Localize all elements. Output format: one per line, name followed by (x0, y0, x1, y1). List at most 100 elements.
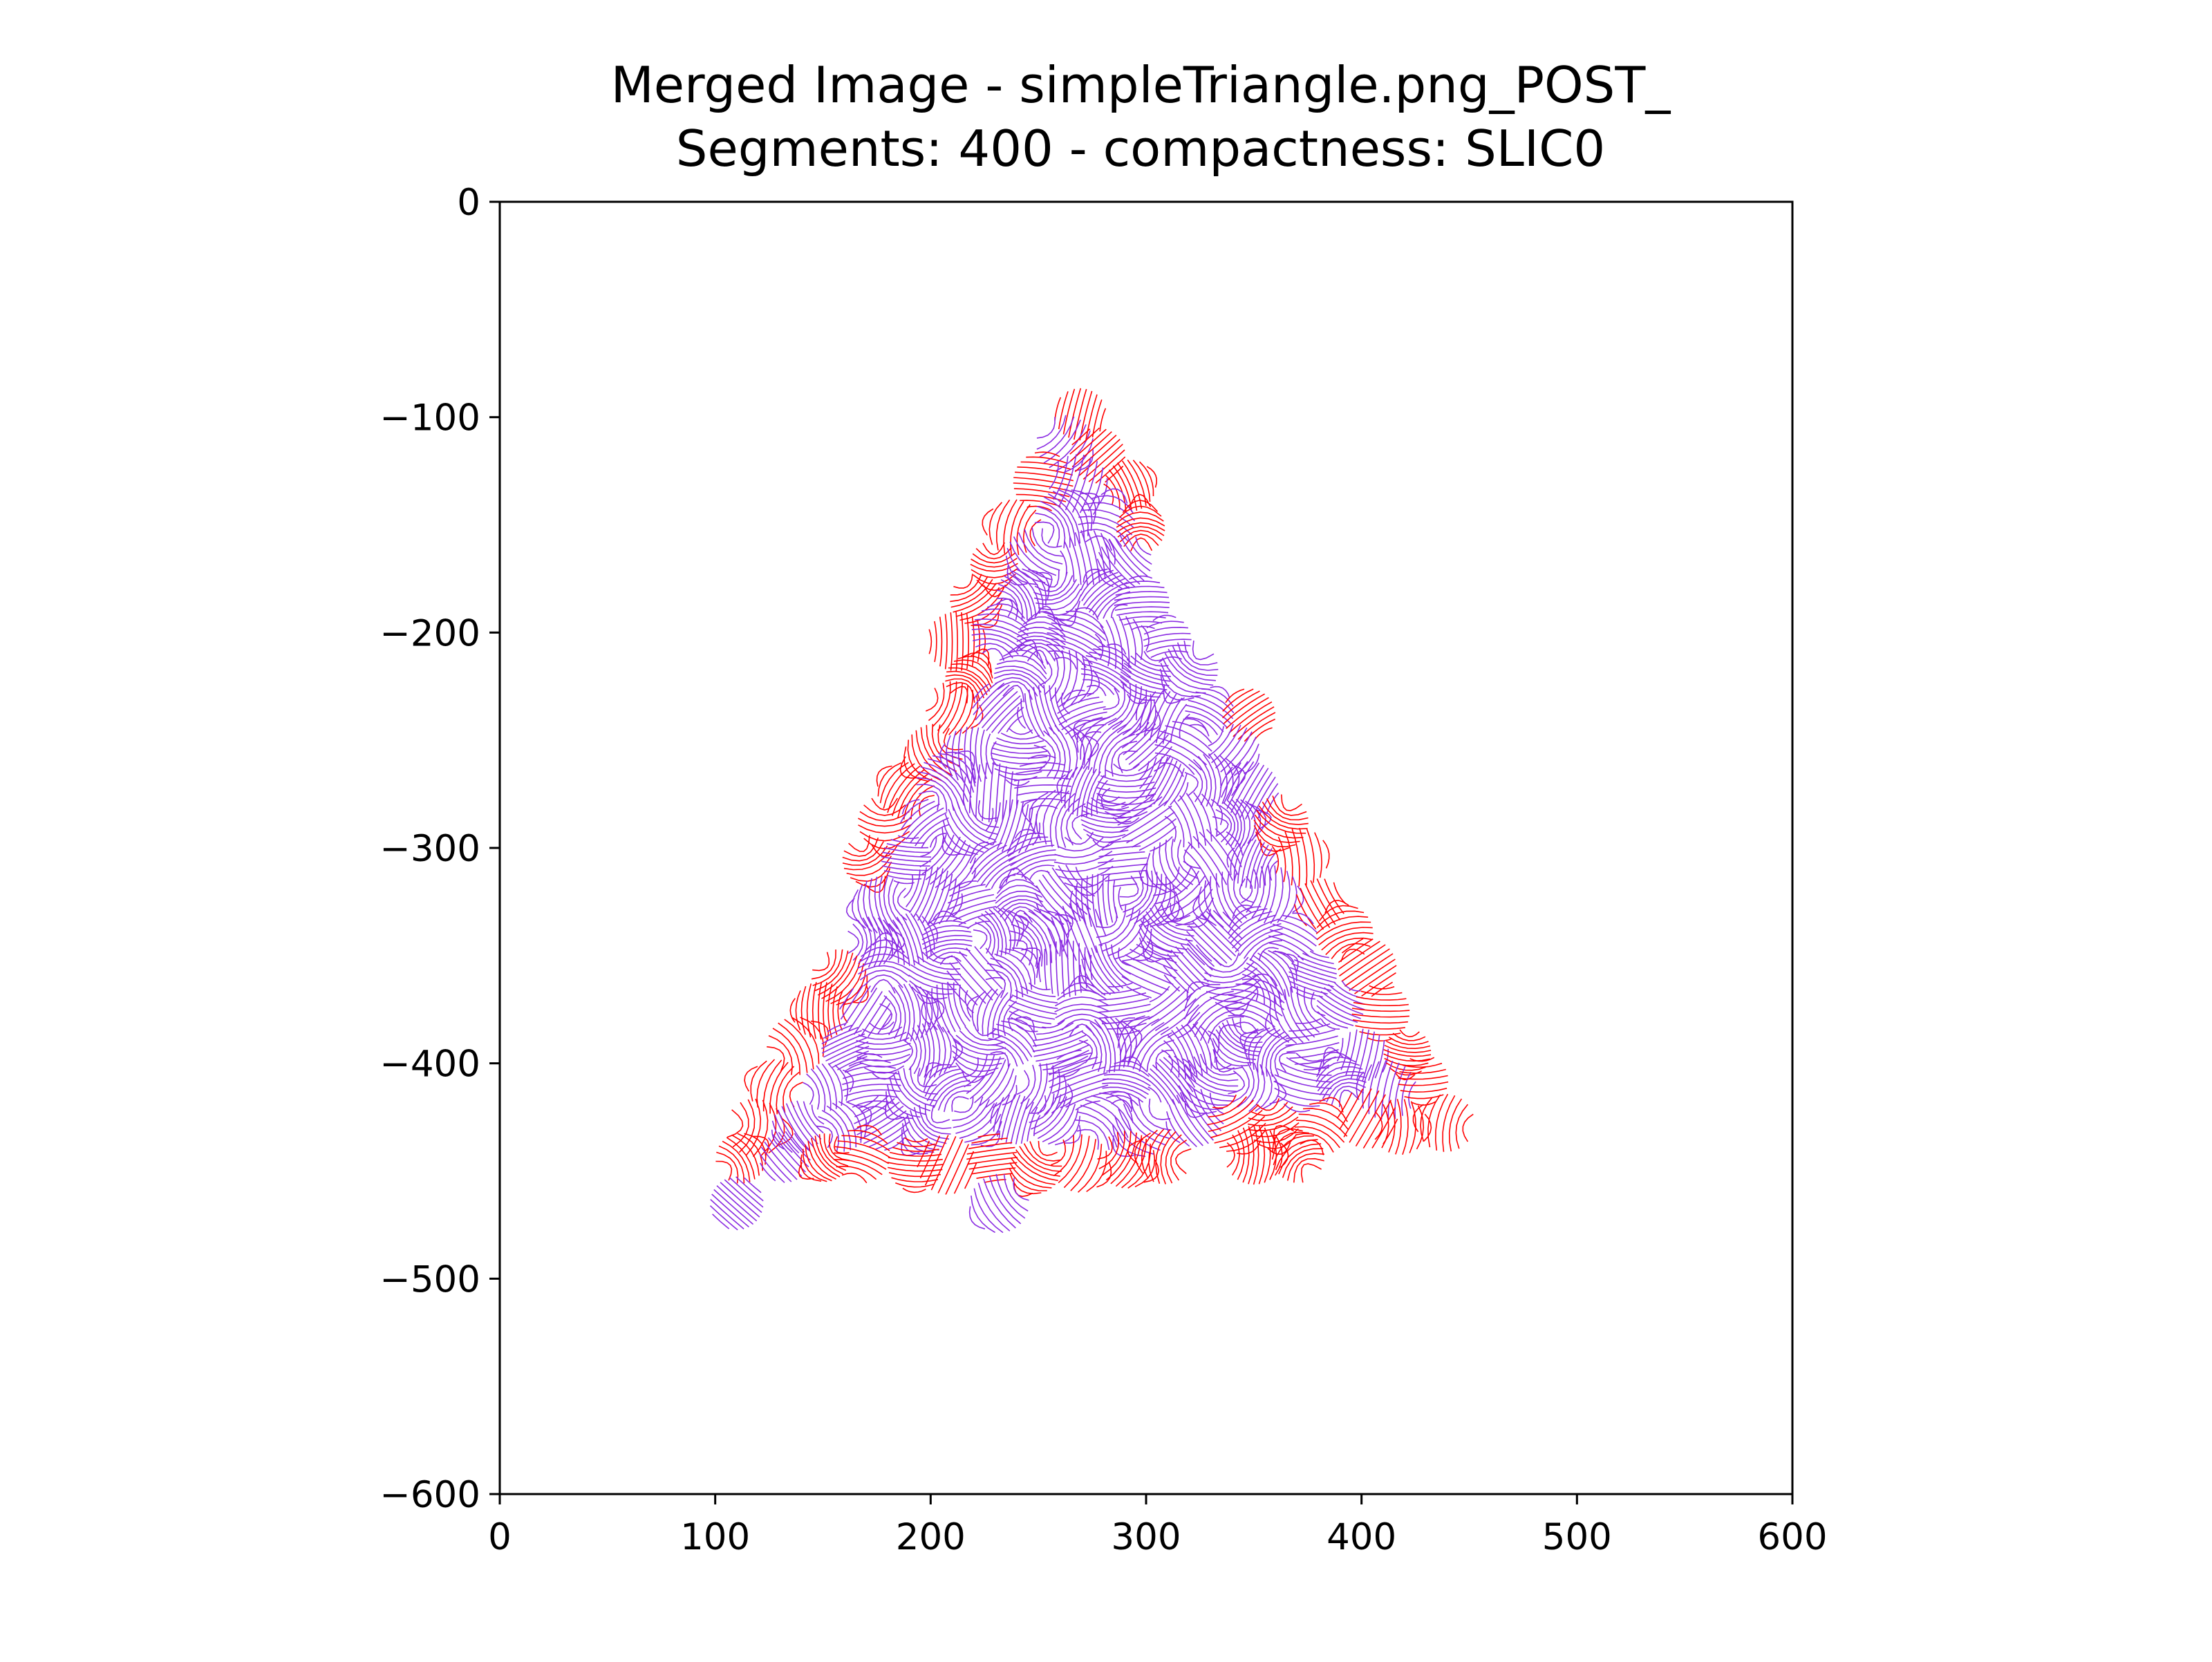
streamline (1038, 569, 1060, 588)
streamline (1206, 979, 1260, 996)
streamline (1138, 739, 1172, 771)
streamline (1095, 945, 1124, 989)
streamline (889, 1078, 926, 1115)
streamline (1392, 1032, 1426, 1041)
streamline (1148, 989, 1188, 1020)
segment-streamlines (879, 983, 945, 1042)
streamline (1069, 1023, 1096, 1037)
streamline (935, 844, 971, 889)
streamline (1009, 771, 1013, 816)
streamline (856, 1105, 904, 1135)
streamline (995, 499, 1011, 551)
streamline (1213, 753, 1228, 804)
streamline (1013, 477, 1074, 487)
segment-streamlines (1165, 1088, 1225, 1147)
streamline (1284, 876, 1297, 920)
streamline (1221, 1022, 1262, 1048)
streamline (1047, 1108, 1079, 1145)
streamline (855, 1104, 872, 1128)
streamline (1098, 645, 1131, 662)
streamline (1130, 537, 1153, 551)
streamline (1057, 697, 1100, 715)
streamline (1013, 536, 1057, 576)
streamline (1071, 489, 1096, 525)
streamline (907, 1032, 918, 1070)
streamline (1119, 1016, 1153, 1056)
streamline (945, 751, 976, 780)
streamline (1150, 836, 1173, 852)
streamline (1071, 431, 1112, 468)
streamline (966, 947, 1003, 990)
streamline (1253, 955, 1286, 1001)
streamline (1012, 1153, 1058, 1182)
streamline (1043, 496, 1076, 547)
segment-streamlines (1121, 941, 1178, 999)
streamline (915, 817, 949, 847)
streamline (950, 574, 982, 596)
streamline (1125, 726, 1161, 761)
streamline (993, 742, 1047, 750)
streamline (953, 1039, 1006, 1055)
streamline (1150, 907, 1194, 937)
streamline (1317, 999, 1358, 1023)
streamline (1098, 551, 1130, 589)
streamline (1416, 1105, 1425, 1150)
segment-streamlines (1241, 865, 1304, 925)
streamline (1258, 805, 1308, 830)
streamline (1108, 982, 1133, 988)
streamline (921, 934, 973, 945)
streamline (1056, 1049, 1082, 1060)
streamline (1299, 827, 1308, 886)
streamline (1257, 1029, 1281, 1073)
streamline (872, 1071, 897, 1080)
segment-streamlines (1103, 683, 1161, 737)
streamline (921, 929, 971, 941)
streamline (884, 1137, 906, 1151)
streamline (1206, 829, 1239, 876)
streamline (973, 623, 1028, 641)
streamline (745, 1098, 762, 1156)
streamline (821, 1063, 837, 1109)
streamline (1112, 1124, 1146, 1158)
streamline (1215, 809, 1232, 843)
streamline (1049, 1056, 1098, 1076)
streamline (1262, 801, 1309, 826)
streamline (1309, 950, 1329, 959)
streamline (1082, 574, 1123, 606)
segment-streamlines (1338, 938, 1397, 997)
streamline (949, 962, 986, 1004)
streamline (1170, 950, 1206, 987)
streamline (982, 988, 998, 1035)
streamline (1253, 1128, 1299, 1144)
streamline (1132, 460, 1151, 502)
streamline (1130, 655, 1171, 672)
streamline (1253, 825, 1296, 848)
streamline (1201, 793, 1218, 835)
streamline (1254, 844, 1269, 889)
streamline (941, 827, 971, 856)
streamline (1117, 1015, 1145, 1048)
streamline (959, 951, 999, 996)
streamline (923, 938, 973, 950)
streamline (962, 695, 979, 734)
streamline (1129, 575, 1153, 580)
streamline (1012, 854, 1057, 871)
streamline (1215, 828, 1242, 868)
streamline (1232, 1134, 1240, 1176)
streamline (888, 1157, 943, 1162)
streamline (1048, 627, 1104, 652)
streamline (856, 1053, 883, 1061)
streamline (975, 618, 1029, 636)
streamline (1098, 781, 1155, 788)
streamline (919, 1135, 941, 1179)
streamline (985, 976, 1006, 999)
streamline (955, 1103, 995, 1134)
streamline (1105, 475, 1121, 510)
streamline (1049, 462, 1059, 490)
streamline (1102, 1086, 1147, 1099)
streamline (1195, 916, 1237, 957)
streamline (907, 739, 936, 783)
segment-streamlines (966, 1133, 1018, 1183)
streamline (908, 969, 959, 985)
streamline (1389, 1067, 1422, 1076)
